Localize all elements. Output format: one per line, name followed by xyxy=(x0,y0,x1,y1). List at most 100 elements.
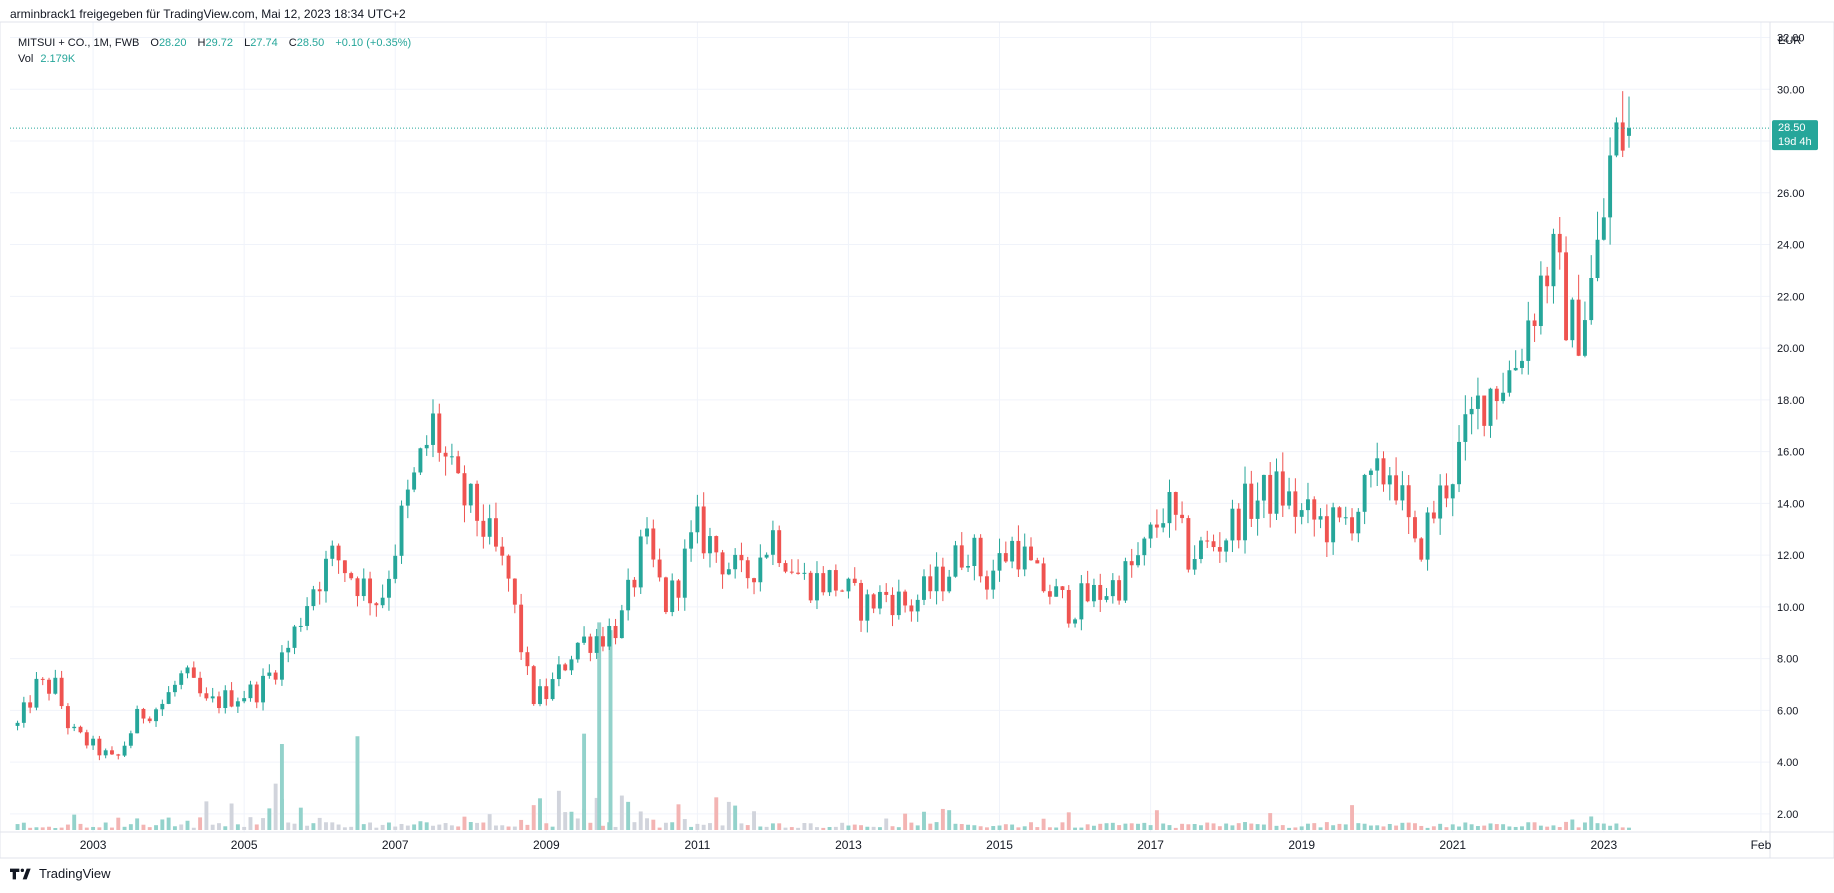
candle-body xyxy=(311,589,316,607)
candle-body xyxy=(758,557,763,583)
volume-bar xyxy=(758,826,763,830)
volume-bar xyxy=(1217,826,1222,830)
candle-body xyxy=(708,536,712,554)
volume-label: Vol xyxy=(18,53,34,65)
candle-body xyxy=(726,569,731,575)
candle-body xyxy=(481,520,486,537)
candle-body xyxy=(1243,483,1247,541)
ohlc-row: MITSUI + CO., 1M, FWB O28.20 H29.72 L27.… xyxy=(18,35,411,51)
volume-bar xyxy=(431,825,435,830)
candle-body xyxy=(1161,523,1166,528)
volume-bar xyxy=(903,813,908,830)
candle-body xyxy=(544,686,549,700)
volume-bar xyxy=(1463,822,1468,830)
candle-body xyxy=(179,673,184,685)
candle-body xyxy=(1299,510,1304,517)
volume-bar xyxy=(273,783,278,830)
candle-body xyxy=(368,578,373,604)
candle-body xyxy=(317,589,322,592)
volume-bar xyxy=(619,795,624,830)
volume-bar xyxy=(204,801,209,830)
price-tick-label: 22.00 xyxy=(1777,291,1805,303)
candle-body xyxy=(670,580,675,613)
volume-bar xyxy=(349,826,354,830)
volume-value: 2.179K xyxy=(40,53,76,65)
volume-bar xyxy=(475,822,480,830)
open-label: O xyxy=(150,37,159,49)
candles xyxy=(15,91,1631,761)
candle-body xyxy=(896,591,901,616)
candle-body xyxy=(1255,500,1260,519)
open-value: 28.20 xyxy=(158,37,187,49)
candle-body xyxy=(632,579,637,588)
candle-body xyxy=(286,647,291,653)
volume-bar xyxy=(292,823,297,830)
tradingview-footer[interactable]: TradingView xyxy=(10,866,111,881)
volume-bar xyxy=(166,817,171,830)
time-tick-label: 2007 xyxy=(382,838,409,852)
volume-bar xyxy=(550,826,555,830)
volume-bar xyxy=(947,810,952,830)
volume-bar xyxy=(1306,823,1310,830)
volume-bar xyxy=(298,807,303,830)
candle-body xyxy=(1331,507,1336,543)
volume-bar xyxy=(1627,827,1631,830)
volume-bar xyxy=(915,825,920,830)
volume-bar xyxy=(708,823,712,830)
volume-bar xyxy=(1016,827,1021,830)
candle-body xyxy=(1136,555,1140,566)
price-tick-label: 18.00 xyxy=(1777,395,1805,407)
candle-body xyxy=(1123,561,1128,601)
candle-body xyxy=(1016,540,1021,570)
volume-bar xyxy=(443,823,448,830)
candle-body xyxy=(1154,524,1159,528)
volume-bar xyxy=(1299,826,1304,830)
volume-bar xyxy=(494,825,498,830)
candle-body xyxy=(1211,541,1216,548)
candle-body xyxy=(613,625,618,639)
volume-bar xyxy=(1337,823,1342,830)
volume-bar xyxy=(770,823,775,830)
candle-body xyxy=(966,565,971,568)
candle-body xyxy=(116,754,121,756)
volume-bar xyxy=(1595,823,1600,830)
candle-body xyxy=(594,636,599,653)
volume-bar xyxy=(1368,825,1373,830)
candle-body xyxy=(443,452,448,457)
high-label: H xyxy=(197,37,206,49)
volume-bar xyxy=(500,825,505,830)
candle-body xyxy=(361,578,366,597)
symbol-name[interactable]: MITSUI + CO., 1M, FWB xyxy=(18,37,140,49)
candle-body xyxy=(1268,474,1273,514)
candle-body xyxy=(1501,392,1506,402)
time-tick-label: 2017 xyxy=(1137,838,1164,852)
volume-bar xyxy=(1520,826,1524,830)
volume-bar xyxy=(154,825,158,830)
volume-bar xyxy=(632,822,637,830)
candle-body xyxy=(808,572,813,601)
volume-bar xyxy=(940,808,945,830)
candle-body xyxy=(1117,580,1122,601)
low-label: L xyxy=(244,37,251,49)
candle-body xyxy=(1419,538,1424,560)
candle-body xyxy=(852,578,857,584)
volume-row: Vol 2.179K xyxy=(18,51,411,67)
volume-bar xyxy=(959,824,964,830)
volume-bar xyxy=(1230,825,1235,830)
volume-bar xyxy=(896,827,901,830)
volume-bar xyxy=(519,819,524,830)
volume-bar xyxy=(1501,824,1506,830)
candle-body xyxy=(626,579,631,611)
low-value: 27.74 xyxy=(250,37,278,49)
volume-bar xyxy=(1400,822,1405,830)
volume-bar xyxy=(651,819,656,830)
candle-body xyxy=(947,576,952,592)
candle-body xyxy=(1576,299,1581,356)
volume-bar xyxy=(972,825,977,830)
candle-body xyxy=(1205,540,1210,542)
time-tick-label: 2013 xyxy=(835,838,862,852)
volume-bar xyxy=(764,826,769,830)
candle-body xyxy=(1482,395,1487,426)
volume-bar xyxy=(1173,827,1178,830)
